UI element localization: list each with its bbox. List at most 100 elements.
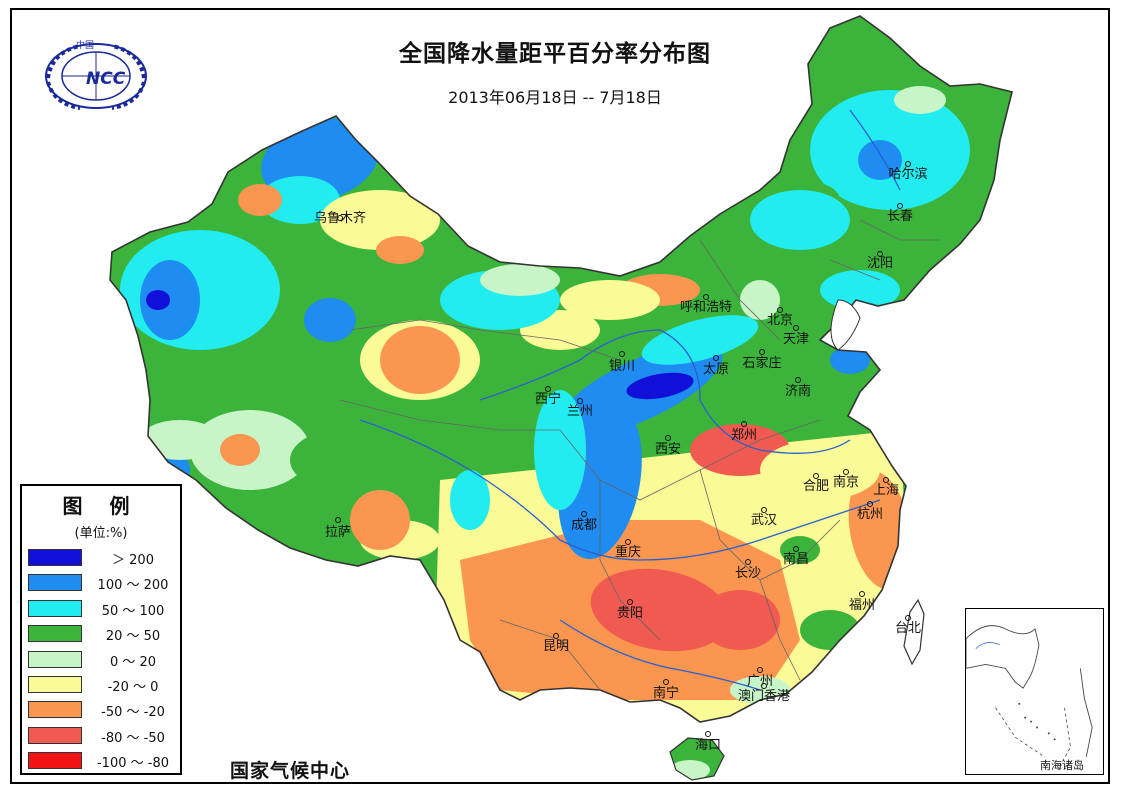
city-marker: [625, 539, 631, 545]
legend-unit: (单位:%): [74, 526, 128, 541]
city-label-taipei: 台北: [895, 621, 921, 636]
city-marker: [741, 421, 747, 427]
city-marker: [745, 559, 751, 565]
city-label-chengdu: 成都: [571, 518, 597, 533]
rivers: [359, 109, 901, 691]
city-marker: [793, 546, 799, 552]
legend-title: 图 例: [62, 494, 140, 518]
city-marker: [905, 615, 911, 621]
city-marker: [795, 377, 801, 383]
city-label-haikou: 海口: [695, 738, 721, 753]
precip-zone: [140, 420, 220, 460]
precip-zone: [760, 440, 880, 500]
city-marker: [705, 731, 711, 737]
source-label: 国家气候中心: [230, 760, 351, 782]
city-label-beijing: 北京: [767, 313, 793, 328]
city-label-hefei: 合肥: [803, 479, 829, 494]
legend-label: -50 ～ -20: [101, 705, 165, 721]
city-label-chongqing: 重庆: [615, 544, 641, 560]
legend-label: 100 ～ 200: [97, 578, 169, 594]
legend-row: -100 ～ -80: [26, 751, 180, 771]
south-china-sea-inset: [965, 608, 1104, 775]
city-label-jinan: 济南: [785, 383, 811, 399]
city-marker: [843, 469, 849, 475]
city-marker: [335, 517, 341, 523]
city-label-nanjing: 南京: [833, 474, 859, 490]
city-label-harbin: 哈尔滨: [888, 166, 927, 182]
city-marker: [545, 386, 551, 392]
legend-row: 0 ～ 20: [26, 650, 180, 670]
city-label-macao_hk: 澳门香港: [738, 688, 790, 704]
province-borders: [339, 219, 940, 691]
legend-label: 20 ～ 50: [105, 629, 161, 645]
legend-row: 50 ～ 100: [26, 599, 180, 619]
precip-zone: [146, 290, 170, 310]
city-label-nanchang: 南昌: [783, 551, 809, 567]
city-marker: [757, 667, 763, 673]
precip-zone: [450, 470, 490, 530]
city-marker: [761, 683, 767, 689]
city-label-yinchuan: 银川: [609, 359, 635, 374]
map-title: 全国降水量距平百分率分布图: [399, 41, 711, 67]
bohai-sea: [830, 299, 861, 351]
city-marker: [619, 351, 625, 357]
city-label-shijiazhuang: 石家庄: [742, 355, 781, 371]
legend-swatch: [28, 599, 82, 617]
map-frame: [10, 8, 1110, 784]
city-label-shenyang: 沈阳: [867, 256, 893, 271]
precip-zone: [780, 536, 820, 564]
precip-zone: [830, 346, 870, 374]
legend-label: 50 ～ 100: [101, 603, 165, 619]
city-label-hangzhou: 杭州: [857, 507, 883, 522]
city-label-guangzhou: 广州: [747, 674, 773, 689]
city-label-taiyuan: 太原: [703, 362, 729, 377]
precip-zone: [750, 190, 850, 250]
legend-row: ＞ 200: [26, 548, 180, 568]
city-marker: [553, 633, 559, 639]
city-marker: [337, 215, 343, 221]
precip-zone: [700, 590, 780, 650]
precip-zone: [220, 434, 260, 466]
city-label-zhengzhou: 郑州: [731, 428, 757, 443]
legend-label: -100 ～ -80: [96, 756, 169, 772]
city-label-changchun: 长春: [887, 209, 913, 224]
precip-zone: [641, 315, 759, 365]
legend-swatch: [28, 625, 82, 643]
city-label-fuzhou: 福州: [849, 598, 875, 613]
city-label-nanning: 南宁: [653, 685, 679, 701]
city-marker: [813, 473, 819, 479]
precip-zone: [626, 372, 694, 400]
inset-label: 南海诸岛: [1040, 759, 1084, 772]
city-label-hohhot: 呼和浩特: [680, 300, 732, 315]
taiwan-island: [903, 598, 925, 666]
city-label-wuhan: 武汉: [751, 513, 777, 528]
precip-zone: [380, 326, 460, 394]
legend-swatch: [28, 726, 82, 744]
city-marker: [859, 591, 865, 597]
precip-zone: [350, 490, 410, 550]
city-marker: [759, 349, 765, 355]
precip-zone: [320, 190, 440, 250]
legend-swatch: [28, 650, 82, 668]
city-marker: [777, 307, 783, 313]
legend-label: -80 ～ -50: [101, 730, 165, 746]
city-marker: [581, 511, 587, 517]
city-marker: [883, 477, 889, 483]
legend: 图 例 (单位:%) ＞ 200 100 ～ 200 50 ～ 100 20 ～ 50…: [20, 484, 182, 775]
precip-zone: [590, 568, 730, 652]
legend-row: -50 ～ -20: [26, 700, 180, 720]
city-marker: [867, 501, 873, 507]
city-marker: [663, 679, 669, 685]
precip-zone: [534, 390, 586, 510]
city-marker: [627, 599, 633, 605]
city-marker: [793, 325, 799, 331]
logo-top-text: 中国: [76, 39, 94, 51]
precip-zone: [480, 264, 560, 296]
legend-row: -80 ～ -50: [26, 726, 180, 746]
legend-swatch: [28, 549, 82, 566]
city-label-xining: 西宁: [535, 391, 561, 407]
hainan-island: [669, 737, 725, 781]
city-label-lhasa: 拉萨: [325, 525, 351, 540]
precip-zone: [238, 184, 282, 216]
legend-label: -20 ～ 0: [107, 680, 159, 695]
